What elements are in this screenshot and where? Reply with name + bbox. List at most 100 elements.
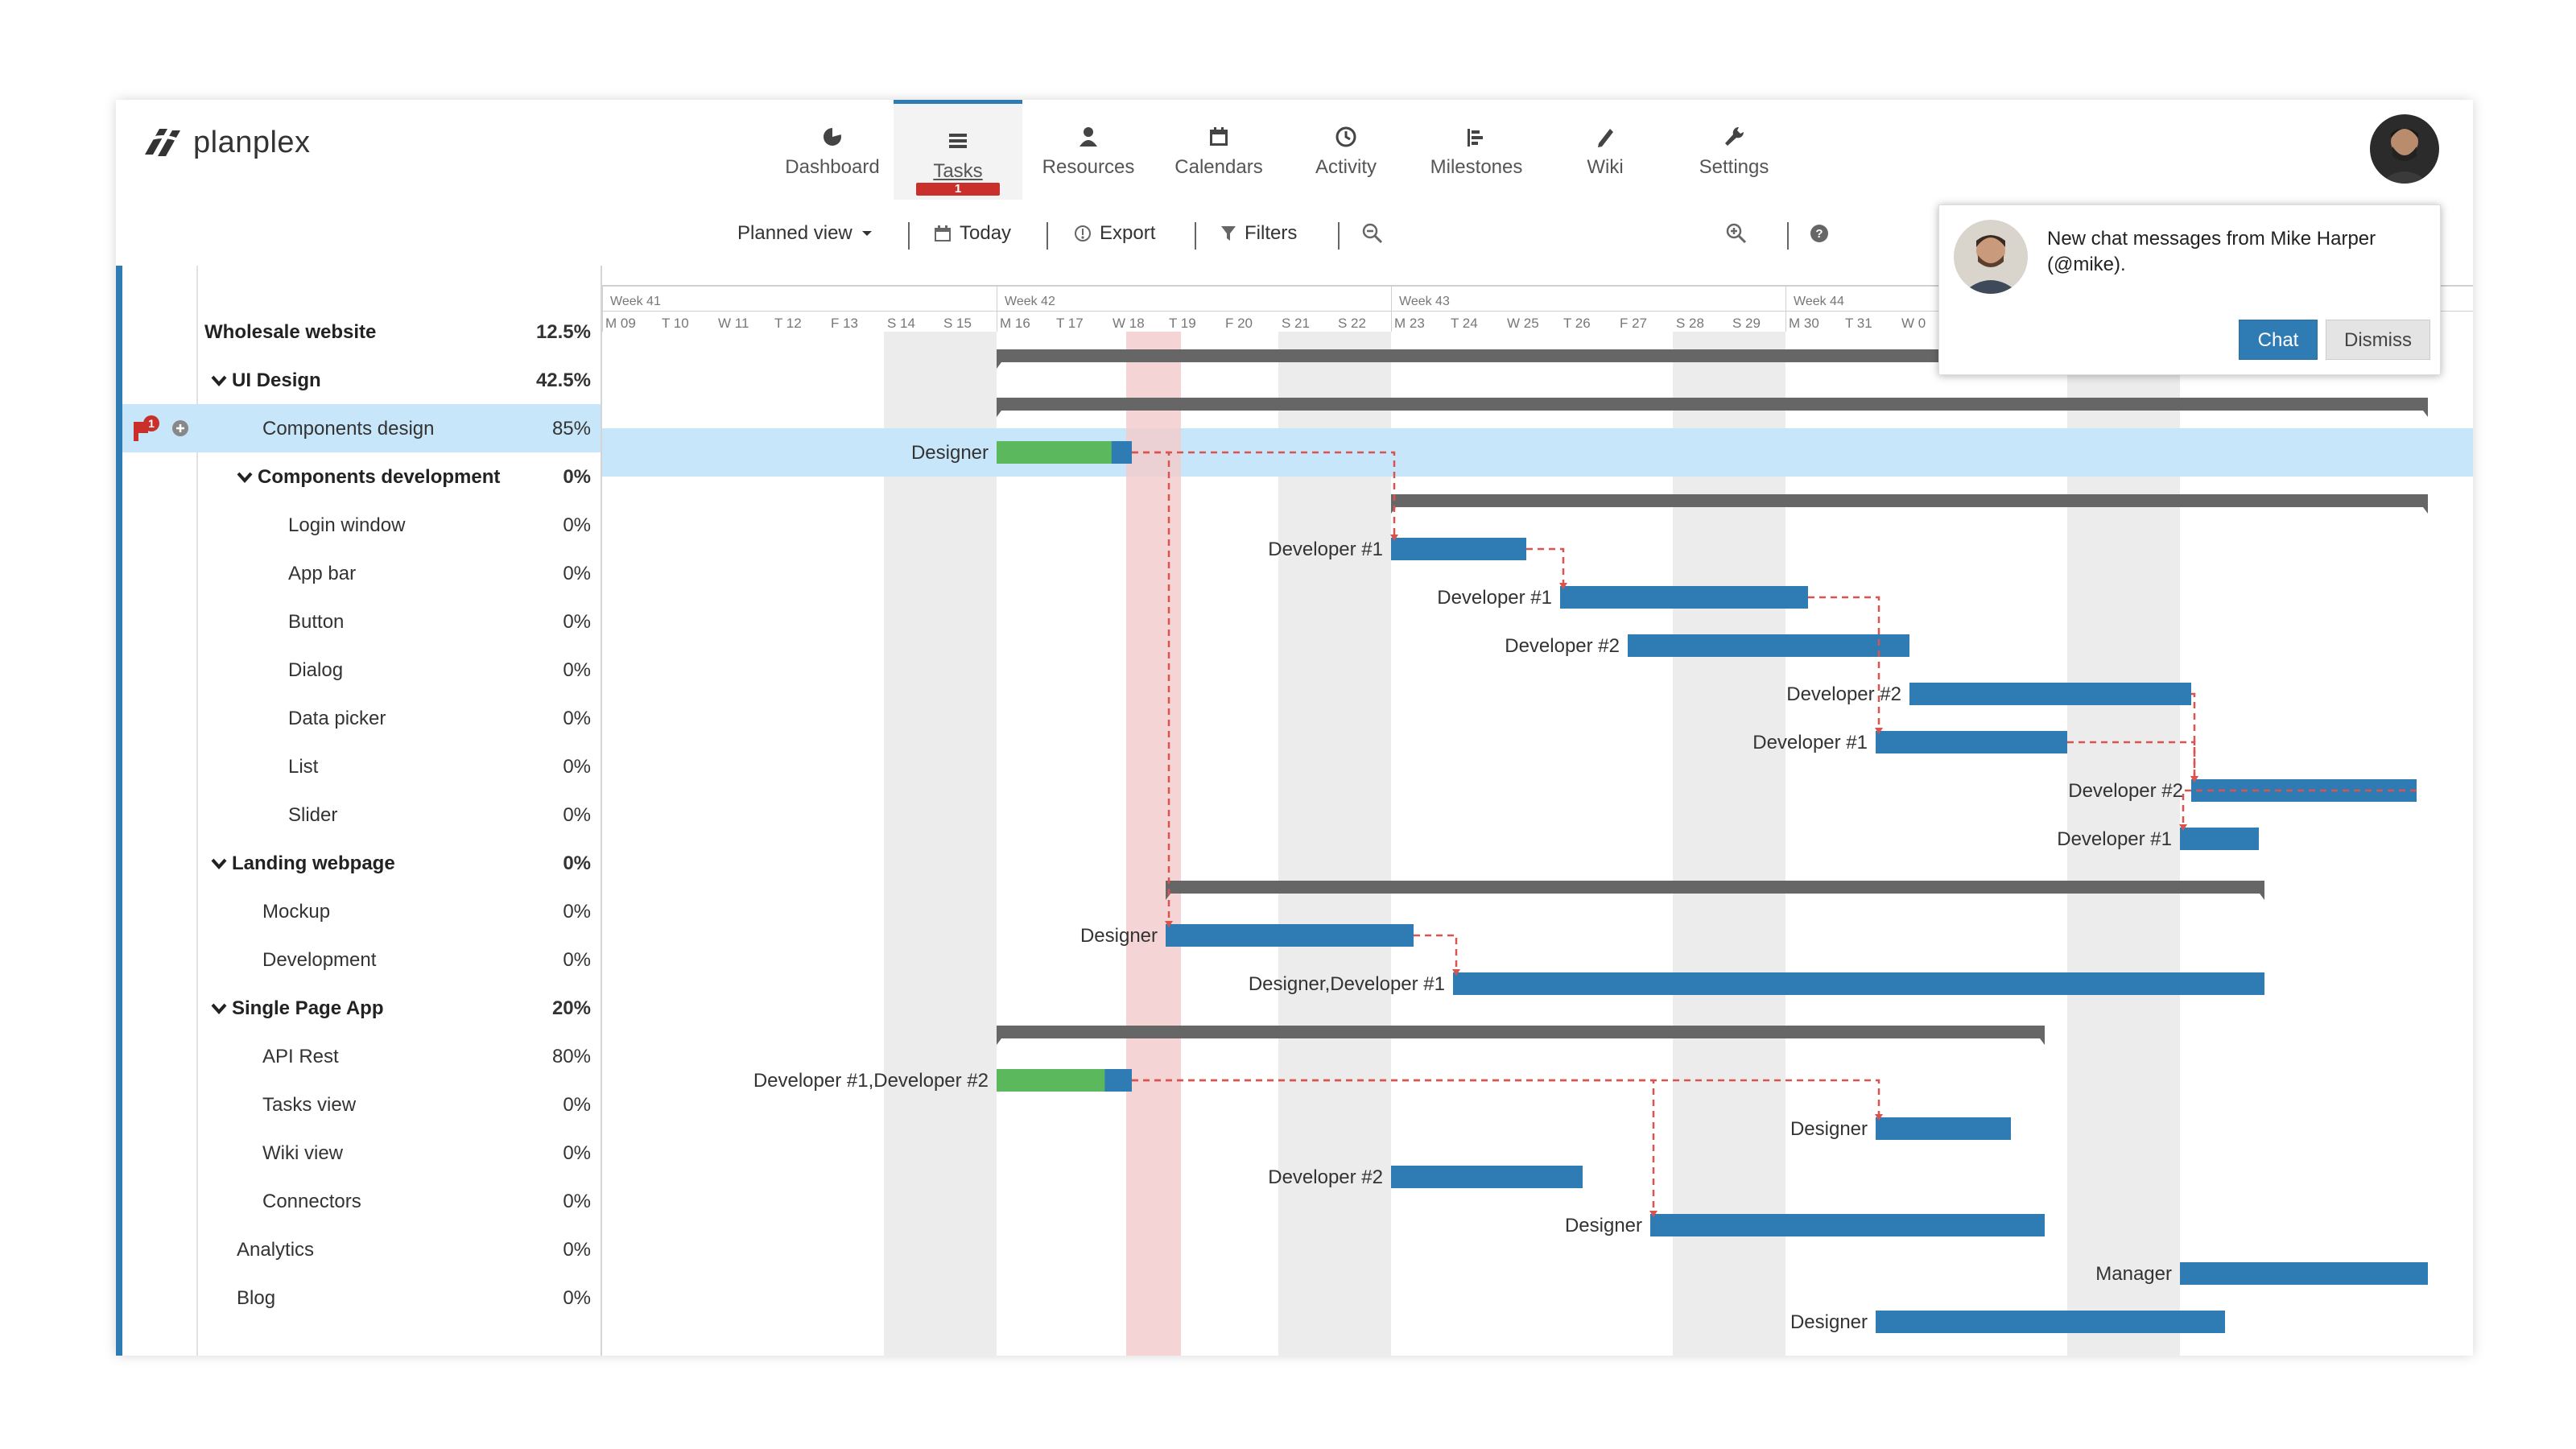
nav-activity[interactable]: Activity <box>1282 100 1410 200</box>
task-progress-percent: 85% <box>551 418 591 440</box>
weekend-column <box>1278 332 1391 1356</box>
zoom-in-icon <box>1726 223 1747 244</box>
task-name[interactable]: Components development <box>237 466 500 489</box>
nav-milestones[interactable]: Milestones <box>1412 100 1541 200</box>
view-selector[interactable]: Planned view <box>737 221 881 246</box>
selected-row-highlight <box>602 428 2473 477</box>
task-name-text: Slider <box>288 804 338 826</box>
task-row[interactable]: Tasks view 0% <box>122 1080 601 1129</box>
task-row[interactable]: Single Page App 20% <box>122 984 601 1032</box>
task-name-text: Blog <box>237 1287 276 1309</box>
brand-name: planplex <box>193 125 311 159</box>
task-name[interactable]: Login window <box>288 514 405 537</box>
gantt-canvas <box>602 332 2473 1356</box>
filter-icon <box>1221 226 1236 241</box>
task-name[interactable]: Components design <box>262 418 434 440</box>
zoom-out-button[interactable] <box>1362 221 1391 246</box>
task-row[interactable]: Connectors 0% <box>122 1177 601 1225</box>
task-row[interactable]: Development 0% <box>122 935 601 984</box>
task-name[interactable]: Landing webpage <box>211 852 395 875</box>
today-button[interactable]: Today <box>934 221 1011 246</box>
chevron-down-icon[interactable] <box>211 375 227 386</box>
task-row[interactable]: Wholesale website 12.5% <box>122 308 601 356</box>
task-name-text: Single Page App <box>232 997 384 1019</box>
task-row[interactable]: UI Design 42.5% <box>122 356 601 404</box>
logo[interactable]: planplex <box>140 124 311 161</box>
nav-tasks[interactable]: Tasks 1 <box>894 100 1022 200</box>
task-name-text: Wiki view <box>262 1142 343 1164</box>
resource-label: Developer #1 <box>1437 587 1552 609</box>
task-name[interactable]: Single Page App <box>211 997 383 1020</box>
task-row[interactable]: Landing webpage 0% <box>122 839 601 887</box>
task-bar <box>1453 972 2264 995</box>
task-name[interactable]: Data picker <box>288 708 386 730</box>
task-progress-percent: 42.5% <box>535 369 591 391</box>
task-name[interactable]: Wholesale website <box>204 321 376 344</box>
task-row[interactable]: Slider 0% <box>122 791 601 839</box>
task-name[interactable]: Connectors <box>262 1191 361 1213</box>
filters-button[interactable]: Filters <box>1220 221 1297 246</box>
task-name[interactable]: Mockup <box>262 901 330 923</box>
task-row[interactable]: Wiki view 0% <box>122 1129 601 1177</box>
task-name-text: Dialog <box>288 659 344 681</box>
task-row[interactable]: Data picker 0% <box>122 694 601 742</box>
resource-label: Designer <box>1564 1215 1642 1236</box>
nav-resources[interactable]: Resources <box>1024 100 1153 200</box>
nav-calendars[interactable]: Calendars <box>1154 100 1283 200</box>
task-row[interactable]: Mockup 0% <box>122 887 601 935</box>
task-row[interactable]: List 0% <box>122 742 601 791</box>
task-bar <box>1391 1166 1583 1188</box>
calendar-icon <box>1210 127 1228 146</box>
dependency-link <box>1808 596 1880 728</box>
task-row[interactable]: App bar 0% <box>122 549 601 597</box>
task-name[interactable]: App bar <box>288 563 356 585</box>
task-row[interactable]: Analytics 0% <box>122 1225 601 1274</box>
left-accent-strip <box>116 266 122 1356</box>
help-button[interactable]: ? <box>1810 221 1837 246</box>
chevron-down-icon[interactable] <box>211 1003 227 1014</box>
task-name[interactable]: Blog <box>237 1287 275 1310</box>
nav-dashboard[interactable]: Dashboard <box>768 100 897 200</box>
dependency-link <box>1132 1079 1655 1211</box>
task-row[interactable]: 1 Components design 85% <box>122 404 601 452</box>
task-name[interactable]: API Rest <box>262 1046 339 1068</box>
task-name[interactable]: List <box>288 756 318 778</box>
dependency-arrow <box>1390 535 1398 541</box>
dependency-link <box>1414 934 1458 969</box>
task-name[interactable]: Wiki view <box>262 1142 343 1165</box>
nav-settings[interactable]: Settings <box>1670 100 1798 200</box>
toolbar-divider <box>1195 222 1196 250</box>
chat-button[interactable]: Chat <box>2239 320 2318 360</box>
task-name-text: Data picker <box>288 708 386 729</box>
add-circle-icon[interactable] <box>171 419 190 438</box>
user-avatar[interactable] <box>2370 114 2439 184</box>
task-name[interactable]: Slider <box>288 804 337 827</box>
chevron-down-icon[interactable] <box>237 472 253 483</box>
grid-splitter[interactable] <box>601 266 602 1356</box>
task-name[interactable]: Tasks view <box>262 1094 356 1117</box>
export-icon <box>1075 225 1091 242</box>
pie-chart-icon <box>824 127 841 146</box>
task-row[interactable]: Button 0% <box>122 597 601 646</box>
task-name[interactable]: UI Design <box>211 369 321 392</box>
task-row[interactable]: Components development 0% <box>122 452 601 501</box>
alert-flag-icon[interactable]: 1 <box>130 414 163 443</box>
planplex-logo-icon <box>142 129 183 156</box>
task-row[interactable]: API Rest 80% <box>122 1032 601 1080</box>
day-label: W 18 <box>1113 316 1145 331</box>
export-button[interactable]: Export <box>1074 221 1155 246</box>
zoom-in-button[interactable] <box>1726 221 1755 246</box>
task-name[interactable]: Button <box>288 611 344 634</box>
task-row[interactable]: Login window 0% <box>122 501 601 549</box>
task-row[interactable]: Blog 0% <box>122 1274 601 1322</box>
task-name[interactable]: Development <box>262 949 376 972</box>
day-label: S 22 <box>1338 316 1366 331</box>
task-name[interactable]: Analytics <box>237 1239 314 1261</box>
task-row[interactable]: Dialog 0% <box>122 646 601 694</box>
chevron-down-icon[interactable] <box>211 858 227 869</box>
task-name[interactable]: Dialog <box>288 659 343 682</box>
week-separator <box>602 285 603 332</box>
resource-label: Developer #1 <box>1752 732 1868 753</box>
dismiss-button[interactable]: Dismiss <box>2326 320 2430 360</box>
nav-wiki[interactable]: Wiki <box>1541 100 1670 200</box>
